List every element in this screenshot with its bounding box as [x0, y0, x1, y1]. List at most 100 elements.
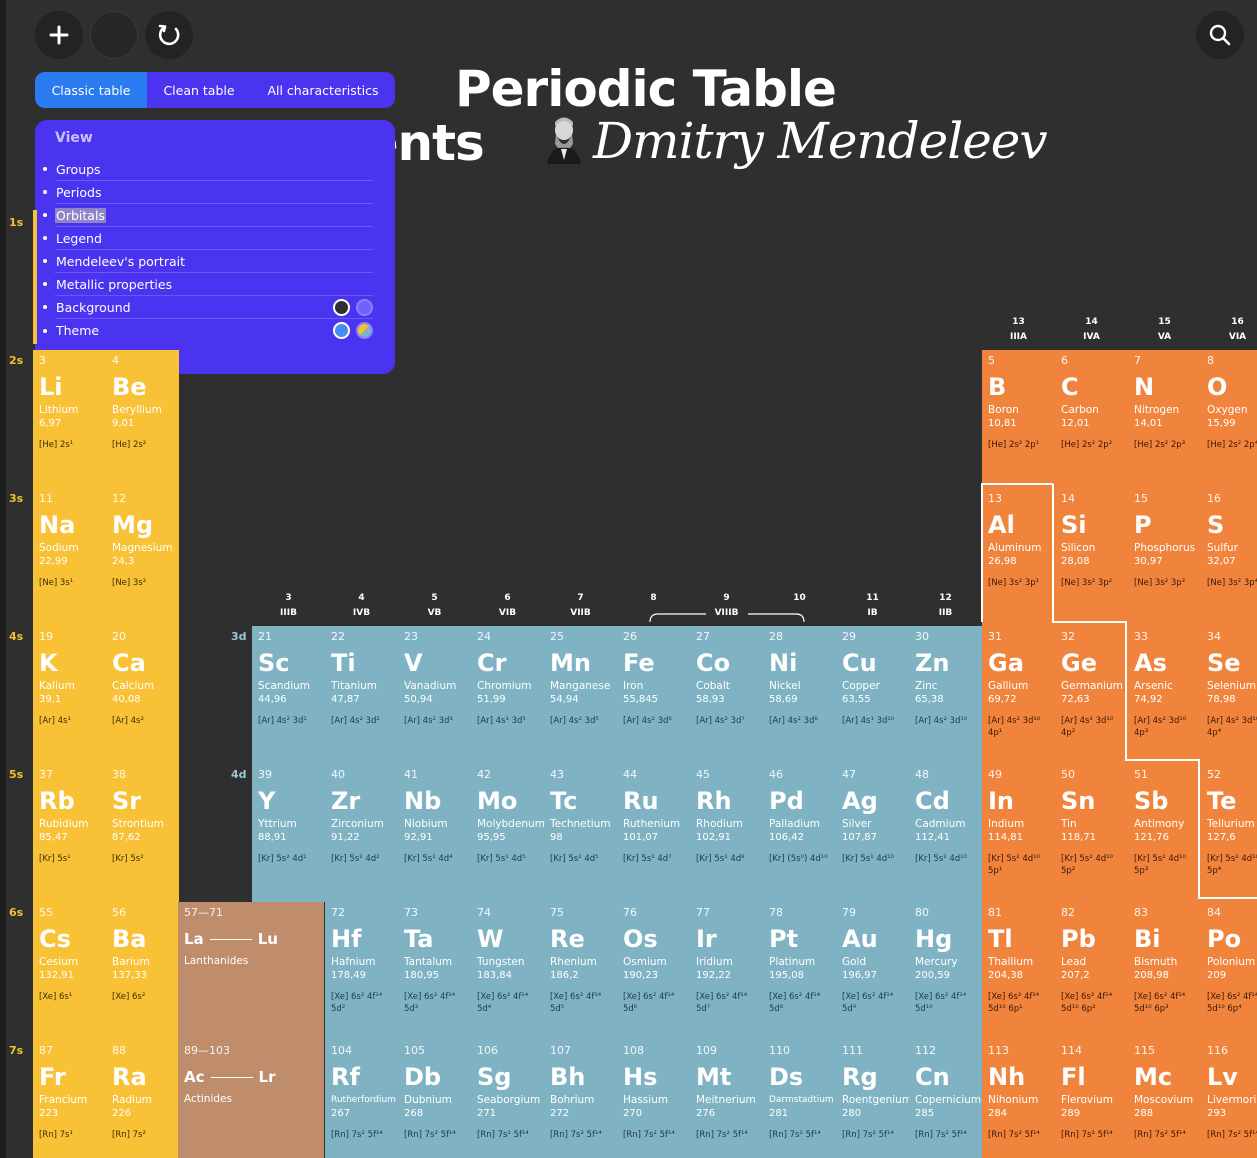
- element-cell-po[interactable]: 84 Po Polonium 209 [Xe] 6s² 4f¹⁴ 5d¹⁰ 6p⁴: [1201, 902, 1257, 1040]
- element-cell-os[interactable]: 76 Os Osmium 190,23 [Xe] 6s² 4f¹⁴ 5d⁶: [617, 902, 690, 1040]
- color-button[interactable]: [90, 11, 138, 59]
- element-cell-nb[interactable]: 41 Nb Niobium 92,91 [Kr] 5s¹ 4d⁴: [398, 764, 471, 902]
- refresh-button[interactable]: [145, 11, 193, 59]
- tab-all-characteristics[interactable]: All characteristics: [267, 82, 379, 98]
- element-cell-ra[interactable]: 88 Ra Radium 226 [Rn] 7s²: [106, 1040, 179, 1158]
- element-cell-sr[interactable]: 38 Sr Strontium 87,62 [Kr] 5s²: [106, 764, 179, 902]
- element-cell-au[interactable]: 79 Au Gold 196,97 [Xe] 6s² 4f¹⁴ 5d⁹: [836, 902, 909, 1040]
- element-cell-bi[interactable]: 83 Bi Bismuth 208,98 [Xe] 6s² 4f¹⁴ 5d¹⁰ 6p³: [1128, 902, 1201, 1040]
- element-cell-c[interactable]: 6 C Carbon 12,01 [He] 2s² 2p²: [1055, 350, 1128, 488]
- element-cell-v[interactable]: 23 V Vanadium 50,94 [Ar] 4s² 3d³: [398, 626, 471, 764]
- element-cell-al[interactable]: 13 Al Aluminum 26,98 [Ne] 3s² 3p¹: [982, 488, 1055, 626]
- element-cell-pb[interactable]: 82 Pb Lead 207,2 [Xe] 6s² 4f¹⁴ 5d¹⁰ 6p²: [1055, 902, 1128, 1040]
- element-cell-ti[interactable]: 22 Ti Titanium 47,87 [Ar] 4s² 3d²: [325, 626, 398, 764]
- tab-classic-table[interactable]: Classic table: [35, 72, 147, 108]
- actinides-cell[interactable]: 89—103 Ac Lr Actinides: [178, 1040, 324, 1158]
- element-cell-tc[interactable]: 43 Tc Technetium 98 [Kr] 5s² 4d⁵: [544, 764, 617, 902]
- add-button[interactable]: [35, 11, 83, 59]
- element-cell-p[interactable]: 15 P Phosphorus 30,97 [Ne] 3s² 3p³: [1128, 488, 1201, 626]
- element-cell-rg[interactable]: 111 Rg Roentgenium 280 [Rn] 7s² 5f¹⁴: [836, 1040, 909, 1158]
- element-cell-be[interactable]: 4 Be Beryllium 9,01 [He] 2s²: [106, 350, 179, 488]
- element-cell-pt[interactable]: 78 Pt Platinum 195,08 [Xe] 6s² 4f¹⁴ 5d⁸: [763, 902, 836, 1040]
- view-item-periods[interactable]: Periods: [43, 181, 373, 204]
- element-cell-zr[interactable]: 40 Zr Zirconium 91,22 [Kr] 5s² 4d²: [325, 764, 398, 902]
- element-cell-as[interactable]: 33 As Arsenic 74,92 [Ar] 4s² 3d¹⁰ 4p³: [1128, 626, 1201, 764]
- element-cell-ga[interactable]: 31 Ga Gallium 69,72 [Ar] 4s² 3d¹⁰ 4p¹: [982, 626, 1055, 764]
- element-name: Boron: [988, 404, 1019, 416]
- element-cell-n[interactable]: 7 N Nitrogen 14,01 [He] 2s² 2p³: [1128, 350, 1201, 488]
- element-cell-hg[interactable]: 80 Hg Mercury 200,59 [Xe] 6s² 4f¹⁴ 5d¹⁰: [909, 902, 982, 1040]
- element-cell-mo[interactable]: 42 Mo Molybdenum 95,95 [Kr] 5s¹ 4d⁵: [471, 764, 544, 902]
- element-name: Roentgenium: [842, 1094, 909, 1106]
- view-item-legend[interactable]: Legend: [43, 227, 373, 250]
- element-cell-cn[interactable]: 112 Cn Copernicium 285 [Rn] 7s² 5f¹⁴: [909, 1040, 982, 1158]
- element-cell-k[interactable]: 19 K Kalium 39,1 [Ar] 4s¹: [33, 626, 106, 764]
- element-cell-lv[interactable]: 116 Lv Livermorium 293 [Rn] 7s² 5f¹⁴: [1201, 1040, 1257, 1158]
- element-cell-fl[interactable]: 114 Fl Flerovium 289 [Rn] 7s² 5f¹⁴: [1055, 1040, 1128, 1158]
- background-swatch-dark[interactable]: [333, 299, 350, 316]
- element-cell-rb[interactable]: 37 Rb Rubidium 85,47 [Kr] 5s¹: [33, 764, 106, 902]
- element-cell-rh[interactable]: 45 Rh Rhodium 102,91 [Kr] 5s¹ 4d⁸: [690, 764, 763, 902]
- element-cell-si[interactable]: 14 Si Silicon 28,08 [Ne] 3s² 3p²: [1055, 488, 1128, 626]
- element-cell-na[interactable]: 11 Na Sodium 22,99 [Ne] 3s¹: [33, 488, 106, 626]
- element-cell-fe[interactable]: 26 Fe Iron 55,845 [Ar] 4s² 3d⁶: [617, 626, 690, 764]
- element-cell-co[interactable]: 27 Co Cobalt 58,93 [Ar] 4s² 3d⁷: [690, 626, 763, 764]
- element-cell-hs[interactable]: 108 Hs Hassium 270 [Rn] 7s² 5f¹⁴: [617, 1040, 690, 1158]
- element-cell-mg[interactable]: 12 Mg Magnesium 24,3 [Ne] 3s²: [106, 488, 179, 626]
- element-cell-zn[interactable]: 30 Zn Zinc 65,38 [Ar] 4s² 3d¹⁰: [909, 626, 982, 764]
- element-cell-ir[interactable]: 77 Ir Iridium 192,22 [Xe] 6s² 4f¹⁴ 5d⁷: [690, 902, 763, 1040]
- view-item-orbitals[interactable]: Orbitals: [43, 204, 373, 227]
- element-cell-sg[interactable]: 106 Sg Seaborgium 271 [Rn] 7s² 5f¹⁴: [471, 1040, 544, 1158]
- element-cell-sn[interactable]: 50 Sn Tin 118,71 [Kr] 5s² 4d¹⁰ 5p²: [1055, 764, 1128, 902]
- element-cell-s[interactable]: 16 S Sulfur 32,07 [Ne] 3s² 3p⁴: [1201, 488, 1257, 626]
- view-item-metallic-properties[interactable]: Metallic properties: [43, 273, 373, 296]
- element-cell-ca[interactable]: 20 Ca Calcium 40,08 [Ar] 4s²: [106, 626, 179, 764]
- element-cell-mc[interactable]: 115 Mc Moscovium 288 [Rn] 7s² 5f¹⁴: [1128, 1040, 1201, 1158]
- element-cell-sc[interactable]: 21 Sc Scandium 44,96 [Ar] 4s² 3d¹: [252, 626, 325, 764]
- element-cell-ni[interactable]: 28 Ni Nickel 58,69 [Ar] 4s² 3d⁸: [763, 626, 836, 764]
- element-cell-cs[interactable]: 55 Cs Cesium 132,91 [Xe] 6s¹: [33, 902, 106, 1040]
- element-cell-rf[interactable]: 104 Rf Rutherfordium 267 [Rn] 7s² 5f¹⁴: [325, 1040, 398, 1158]
- element-cell-b[interactable]: 5 B Boron 10,81 [He] 2s² 2p¹: [982, 350, 1055, 488]
- element-cell-pd[interactable]: 46 Pd Palladium 106,42 [Kr] (5s⁰) 4d¹⁰: [763, 764, 836, 902]
- element-name: Darmstadtium: [769, 1095, 834, 1105]
- element-cell-sb[interactable]: 51 Sb Antimony 121,76 [Kr] 5s² 4d¹⁰ 5p³: [1128, 764, 1201, 902]
- background-swatch-violet[interactable]: [356, 299, 373, 316]
- element-cell-hf[interactable]: 72 Hf Hafnium 178,49 [Xe] 6s² 4f¹⁴ 5d²: [325, 902, 398, 1040]
- element-cell-bh[interactable]: 107 Bh Bohrium 272 [Rn] 7s² 5f¹⁴: [544, 1040, 617, 1158]
- element-cell-db[interactable]: 105 Db Dubnium 268 [Rn] 7s² 5f¹⁴: [398, 1040, 471, 1158]
- electron-configuration: [Kr] 5s¹ 4d¹⁰: [842, 854, 894, 864]
- element-cell-cu[interactable]: 29 Cu Copper 63,55 [Ar] 4s¹ 3d¹⁰: [836, 626, 909, 764]
- element-cell-w[interactable]: 74 W Tungsten 183,84 [Xe] 6s² 4f¹⁴ 5d⁴: [471, 902, 544, 1040]
- element-symbol: Zn: [915, 649, 950, 677]
- electron-configuration-cont: 5d¹⁰ 6p³: [1134, 1004, 1169, 1014]
- element-cell-se[interactable]: 34 Se Selenium 78,98 [Ar] 4s² 3d¹⁰ 4p⁴: [1201, 626, 1257, 764]
- element-cell-cr[interactable]: 24 Cr Chromium 51,99 [Ar] 4s¹ 3d⁵: [471, 626, 544, 764]
- element-cell-in[interactable]: 49 In Indium 114,81 [Kr] 5s² 4d¹⁰ 5p¹: [982, 764, 1055, 902]
- view-item-label: Groups: [56, 161, 101, 177]
- element-cell-ds[interactable]: 110 Ds Darmstadtium 281 [Rn] 7s² 5f¹⁴: [763, 1040, 836, 1158]
- element-cell-tl[interactable]: 81 Tl Thallium 204,38 [Xe] 6s² 4f¹⁴ 5d¹⁰ 6p¹: [982, 902, 1055, 1040]
- element-cell-ba[interactable]: 56 Ba Barium 137,33 [Xe] 6s²: [106, 902, 179, 1040]
- element-cell-ag[interactable]: 47 Ag Silver 107,87 [Kr] 5s¹ 4d¹⁰: [836, 764, 909, 902]
- element-cell-re[interactable]: 75 Re Rhenium 186,2 [Xe] 6s² 4f¹⁴ 5d⁵: [544, 902, 617, 1040]
- element-cell-o[interactable]: 8 O Oxygen 15,99 [He] 2s² 2p⁴: [1201, 350, 1257, 488]
- view-item-portrait[interactable]: Mendeleev's portrait: [43, 250, 373, 273]
- element-cell-ru[interactable]: 44 Ru Ruthenium 101,07 [Kr] 5s¹ 4d⁷: [617, 764, 690, 902]
- lanthanides-cell[interactable]: 57—71 La Lu Lanthanides: [178, 902, 324, 1040]
- element-cell-te[interactable]: 52 Te Tellurium 127,6 [Kr] 5s² 4d¹⁰ 5p⁴: [1201, 764, 1257, 902]
- element-cell-ge[interactable]: 32 Ge Germanium 72,63 [Ar] 4s² 3d¹⁰ 4p²: [1055, 626, 1128, 764]
- view-item-groups[interactable]: Groups: [43, 158, 373, 181]
- element-cell-fr[interactable]: 87 Fr Francium 223 [Rn] 7s¹: [33, 1040, 106, 1158]
- element-cell-mn[interactable]: 25 Mn Manganese 54,94 [Ar] 4s² 3d⁵: [544, 626, 617, 764]
- tab-clean-table[interactable]: Clean table: [163, 82, 235, 98]
- search-button[interactable]: [1196, 11, 1244, 59]
- element-cell-mt[interactable]: 109 Mt Meitnerium 276 [Rn] 7s² 5f¹⁴: [690, 1040, 763, 1158]
- element-cell-nh[interactable]: 113 Nh Nihonium 284 [Rn] 7s² 5f¹⁴: [982, 1040, 1055, 1158]
- element-cell-cd[interactable]: 48 Cd Cadmium 112,41 [Kr] 5s² 4d¹⁰: [909, 764, 982, 902]
- element-cell-y[interactable]: 39 Y Yttrium 88,91 [Kr] 5s² 4d¹: [252, 764, 325, 902]
- element-cell-ta[interactable]: 73 Ta Tantalum 180,95 [Xe] 6s² 4f¹⁴ 5d³: [398, 902, 471, 1040]
- theme-swatch-multicolor[interactable]: [356, 322, 373, 339]
- theme-swatch-blue[interactable]: [333, 322, 350, 339]
- element-cell-li[interactable]: 3 Li Lithium 6,97 [He] 2s¹: [33, 350, 106, 488]
